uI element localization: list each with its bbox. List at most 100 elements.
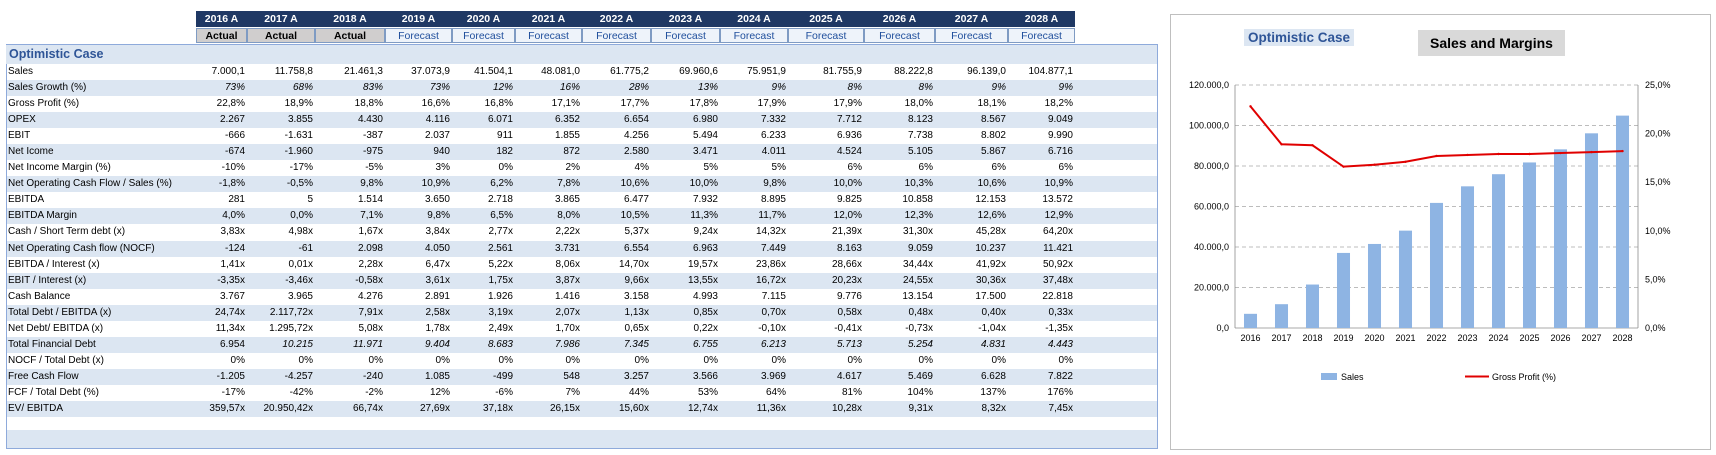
table-cell: 9.990 [1047, 130, 1073, 142]
table-cell: -1,35x [1045, 322, 1073, 334]
row-label: Net Operating Cash Flow / Sales (%) [8, 178, 172, 190]
y-left-tick-label: 0,0 [1216, 323, 1229, 333]
table-cell: 81.755,9 [823, 66, 862, 77]
gross-profit-point [1559, 151, 1562, 155]
table-cell: 2,22x [555, 226, 580, 238]
table-cell: 1,13x [624, 306, 649, 318]
sales-bar [1522, 162, 1537, 328]
table-cell: 0% [498, 354, 513, 366]
table-cell: 61.775,2 [610, 66, 649, 77]
table-cell: 7.738 [907, 130, 933, 142]
table-cell: 9.059 [907, 242, 933, 254]
table-cell: -0,10x [758, 322, 786, 334]
table-cell: 16,6% [421, 98, 450, 110]
table-cell: 3,84x [425, 226, 450, 238]
table-cell: 5,08x [358, 322, 383, 334]
table-cell: 4.831 [980, 338, 1006, 350]
table-cell: -1.205 [216, 370, 245, 382]
table-cell: 7.712 [836, 114, 862, 126]
y-right-tick-label: 10,0% [1645, 226, 1671, 236]
table-row: Total Debt / EBITDA (x) 24,74x 2.117,72x 7,… [7, 304, 1157, 321]
y-right-tick-label: 15,0% [1645, 177, 1671, 187]
table-cell: 3.566 [692, 370, 718, 382]
sales-bar [1274, 304, 1289, 328]
table-cell: 2.267 [219, 114, 245, 126]
table-cell: 12% [429, 386, 450, 398]
table-cell: 9.776 [836, 290, 862, 302]
year-header-3: 2019 A [401, 13, 436, 25]
sales-bar [1491, 174, 1506, 328]
table-cell: 8.802 [980, 130, 1006, 142]
status-header-12: Forecast [1008, 28, 1075, 43]
table-cell: 6.352 [554, 114, 580, 126]
table-cell: -1,04x [978, 322, 1006, 334]
table-row: Free Cash Flow -1.205 -4.257 -240 1.085 -499 5… [7, 368, 1157, 385]
table-cell: 3.471 [692, 146, 718, 158]
table-cell: 0,58x [837, 306, 862, 318]
table-cell: 22.818 [1042, 290, 1073, 302]
table-cell: 2.098 [357, 242, 383, 254]
table-cell: 3,83x [220, 226, 245, 238]
table-cell: 10,9% [421, 178, 450, 190]
table-cell: 4.443 [1047, 338, 1073, 350]
table-cell: 12,74x [687, 402, 718, 414]
table-cell: 1,41x [220, 258, 245, 270]
table-cell: 11,34x [215, 322, 245, 334]
table-cell: 10,28x [831, 402, 862, 414]
table-row: Cash / Short Term debt (x) 3,83x 4,98x 1,67… [7, 224, 1157, 240]
x-tick-label: 2020 [1364, 333, 1384, 343]
table-cell: 18,9% [284, 98, 313, 110]
row-label: Net Icome [8, 146, 54, 158]
y-right-tick-label: 20,0% [1645, 129, 1671, 139]
table-cell: 48.081,0 [541, 66, 580, 77]
table-cell: 24,55x [902, 274, 933, 286]
table-cell: 13% [697, 82, 718, 94]
table-row: Net Operating Cash flow (NOCF) -124 -61 2.0… [7, 240, 1157, 257]
table-cell: 10.215 [282, 338, 313, 350]
legend-sales-swatch [1321, 373, 1337, 380]
status-header-7: Forecast [651, 28, 720, 43]
y-left-tick-label: 40.000,0 [1194, 242, 1229, 252]
table-row: EBITDA 281 5 1.514 3.650 2.718 3.865 6.477 7.932… [7, 192, 1157, 208]
table-cell: 104% [907, 386, 933, 398]
table-cell: 2.561 [487, 242, 513, 254]
table-body: Sales 7.000,1 11.758,8 21.461,3 37.073,9 41.5… [7, 64, 1157, 418]
table-cell: -3,35x [217, 274, 245, 286]
y-right-tick-label: 0,0% [1645, 323, 1666, 333]
table-row: FCF / Total Debt (%) -17% -42% -2% 12% -6% 7% 4… [7, 385, 1157, 401]
gross-profit-point [1497, 152, 1500, 156]
table-cell: 6.213 [760, 338, 786, 350]
table-cell: 68% [292, 82, 313, 94]
table-cell: 9.404 [424, 338, 450, 350]
table-cell: 281 [228, 194, 245, 206]
table-cell: 8,0% [557, 210, 580, 222]
status-header-1: Actual [247, 28, 315, 43]
table-cell: 6.628 [980, 370, 1006, 382]
status-header-9: Forecast [788, 28, 864, 43]
table-cell: 1.085 [424, 370, 450, 382]
table-cell: 3.650 [424, 194, 450, 206]
table-cell: 0,70x [761, 306, 786, 318]
row-label: OPEX [8, 114, 36, 126]
gross-profit-point [1404, 160, 1407, 163]
table-cell: 10.858 [902, 194, 933, 206]
table-cell: 14,32x [755, 226, 786, 238]
legend-sales-label: Sales [1341, 372, 1364, 382]
table-cell: 27,69x [419, 402, 450, 414]
table-cell: -499 [492, 370, 513, 382]
table-cell: 16,8% [484, 98, 513, 110]
gross-profit-point [1435, 154, 1438, 158]
table-cell: -0,73x [905, 322, 933, 334]
table-cell: 6,2% [490, 178, 513, 190]
table-cell: 5,22x [488, 258, 513, 270]
table-cell: -6% [495, 386, 513, 398]
table-cell: 3.257 [623, 370, 649, 382]
year-header-10: 2026 A [882, 13, 917, 25]
table-row: Net Income Margin (%) -10% -17% -5% 3% 0% 2% 4%… [7, 160, 1157, 176]
table-cell: 104.877,1 [1028, 66, 1074, 77]
x-tick-label: 2019 [1333, 333, 1353, 343]
table-cell: 0% [991, 354, 1006, 366]
table-cell: 7.345 [623, 338, 649, 350]
table-cell: 45,28x [975, 226, 1006, 238]
table-row: Net Icome -674 -1.960 -975 940 182 872 2.580 3.4… [7, 144, 1157, 161]
